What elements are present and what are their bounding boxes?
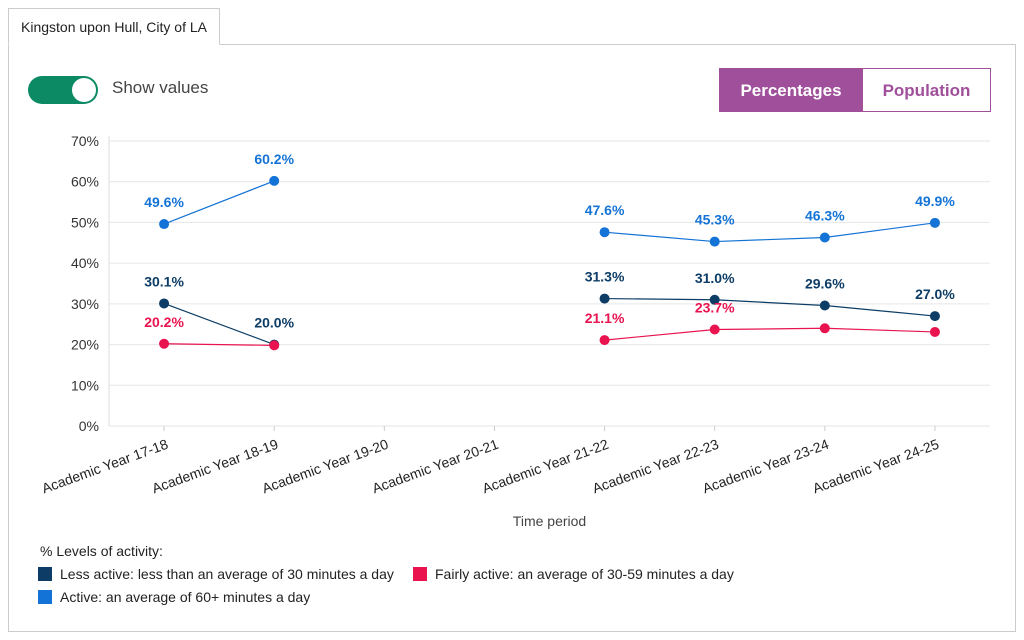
data-label: 45.3% — [695, 212, 735, 228]
series-line — [163, 180, 275, 225]
legend-label: Active: an average of 60+ minutes a day — [60, 589, 311, 605]
data-label: 29.6% — [805, 275, 845, 291]
population-button[interactable]: Population — [862, 68, 991, 112]
data-point — [159, 338, 170, 349]
data-point — [819, 300, 830, 311]
data-label: 60.2% — [254, 151, 294, 167]
x-tick-label: Academic Year 17-18 — [40, 436, 171, 497]
x-tick-label: Academic Year 24-25 — [810, 436, 941, 497]
y-tick-label: 20% — [71, 337, 99, 353]
data-point — [709, 324, 720, 335]
data-point — [819, 323, 830, 334]
x-tick-label: Academic Year 23-24 — [700, 436, 831, 497]
data-point — [929, 217, 940, 228]
data-label: 49.9% — [915, 193, 955, 209]
legend-label: Less active: less than an average of 30 … — [60, 566, 394, 582]
legend-label: Fairly active: an average of 30-59 minut… — [435, 566, 734, 582]
x-tick-label: Academic Year 19-20 — [260, 436, 391, 497]
legend-swatch — [413, 567, 427, 581]
show-values-label: Show values — [112, 78, 209, 97]
data-point — [819, 232, 830, 243]
y-tick-label: 40% — [71, 255, 99, 271]
y-tick-label: 50% — [71, 214, 99, 230]
series-line — [163, 302, 275, 346]
x-tick-label: Academic Year 20-21 — [370, 436, 501, 497]
data-label: 31.3% — [585, 269, 625, 285]
data-point — [599, 293, 610, 304]
data-label: 46.3% — [805, 207, 845, 223]
data-point — [269, 175, 280, 186]
data-label: 23.7% — [695, 300, 735, 316]
series-line — [604, 297, 935, 317]
data-point — [599, 335, 610, 346]
x-tick-label: Academic Year 18-19 — [150, 436, 281, 497]
toggle-knob — [72, 78, 96, 102]
x-tick-label: Academic Year 22-23 — [590, 436, 721, 497]
data-label: 47.6% — [585, 202, 625, 218]
legend-swatch — [38, 590, 52, 604]
data-label: 31.0% — [695, 270, 735, 286]
data-label: 20.2% — [144, 314, 184, 330]
series-line — [604, 327, 935, 341]
data-point — [709, 294, 720, 305]
legend-swatch — [38, 567, 52, 581]
data-label: 30.1% — [144, 273, 184, 289]
x-tick-label: Academic Year 21-22 — [480, 436, 611, 497]
data-point — [269, 340, 280, 351]
data-point — [929, 311, 940, 322]
data-point — [709, 236, 720, 247]
data-point — [599, 227, 610, 238]
legend-item-active[interactable]: Active: an average of 60+ minutes a day — [38, 589, 310, 605]
y-tick-label: 0% — [79, 418, 99, 434]
data-label: 49.6% — [144, 194, 184, 210]
y-tick-label: 70% — [71, 133, 99, 149]
data-point — [929, 326, 940, 337]
legend-item-fairly-active[interactable]: Fairly active: an average of 30-59 minut… — [413, 566, 734, 582]
legend-item-less-active[interactable]: Less active: less than an average of 30 … — [38, 566, 394, 582]
y-tick-label: 60% — [71, 174, 99, 190]
data-point — [159, 298, 170, 309]
series-line — [164, 343, 275, 346]
legend-title: % Levels of activity: — [40, 543, 163, 559]
data-label: 20.0% — [254, 315, 294, 331]
series-line — [604, 222, 936, 243]
data-label: 21.1% — [585, 310, 625, 326]
data-label: 27.0% — [915, 286, 955, 302]
y-tick-label: 10% — [71, 377, 99, 393]
data-point — [159, 219, 170, 230]
tab-kingston-upon-hull[interactable]: Kingston upon Hull, City of LA — [8, 8, 220, 45]
x-axis-title: Time period — [513, 513, 586, 529]
show-values-toggle[interactable] — [28, 76, 98, 104]
y-tick-label: 30% — [71, 296, 99, 312]
chart-panel — [8, 44, 1016, 632]
